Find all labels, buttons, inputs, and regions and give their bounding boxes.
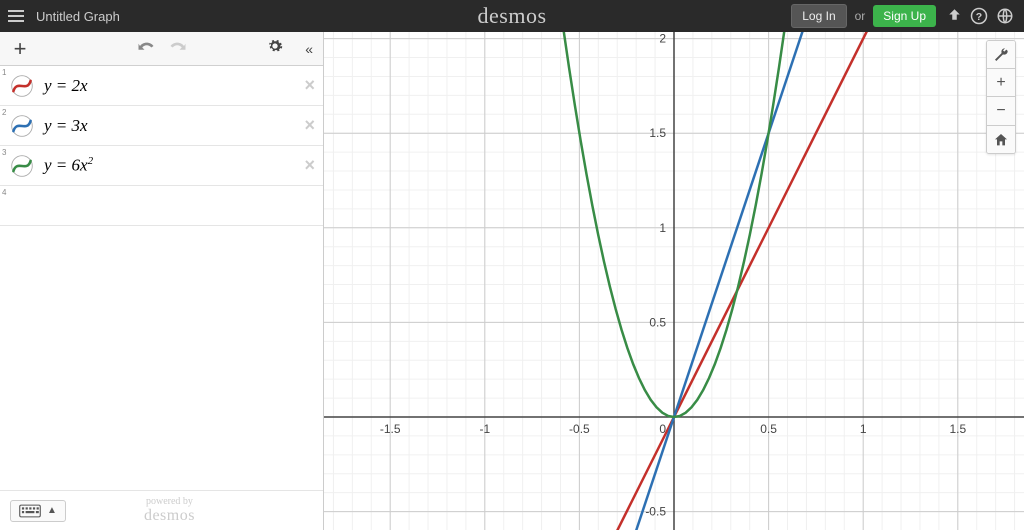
expression-formula[interactable]: y = 6x2 xyxy=(40,155,93,176)
expression-number: 2 xyxy=(2,108,6,117)
login-button[interactable]: Log In xyxy=(791,4,846,28)
expression-formula[interactable]: y = 2x xyxy=(40,76,88,96)
expression-row[interactable]: 3 y = 6x2 × xyxy=(0,146,323,186)
expression-row[interactable]: 2 y = 3x × xyxy=(0,106,323,146)
zoom-out-button[interactable]: − xyxy=(987,97,1015,125)
svg-text:0.5: 0.5 xyxy=(649,315,666,329)
svg-text:2: 2 xyxy=(659,32,666,46)
delete-expression-icon[interactable]: × xyxy=(304,75,315,96)
svg-text:-1: -1 xyxy=(479,422,490,436)
expression-color-icon[interactable] xyxy=(8,152,36,180)
or-text: or xyxy=(855,9,866,23)
keyboard-button[interactable]: ▲ xyxy=(10,500,66,522)
expression-color-icon[interactable] xyxy=(8,72,36,100)
help-icon[interactable]: ? xyxy=(970,7,988,25)
svg-text:0: 0 xyxy=(659,422,666,436)
svg-text:1.5: 1.5 xyxy=(649,126,666,140)
signup-button[interactable]: Sign Up xyxy=(873,5,936,27)
sidebar-toolbar: + « xyxy=(0,32,323,66)
share-icon[interactable] xyxy=(944,7,962,25)
add-expression-button[interactable]: + xyxy=(6,36,34,62)
svg-text:1: 1 xyxy=(659,221,666,235)
expression-number: 1 xyxy=(2,68,6,77)
zoom-panel: + − xyxy=(986,40,1016,154)
collapse-sidebar-button[interactable]: « xyxy=(305,41,313,57)
svg-text:-0.5: -0.5 xyxy=(569,422,590,436)
delete-expression-icon[interactable]: × xyxy=(304,155,315,176)
delete-expression-icon[interactable]: × xyxy=(304,115,315,136)
graph-canvas[interactable]: -1.5 -1 -0.5 0.5 1 1.5 -0.5 0.5 1 1.5 2 0 xyxy=(324,32,1024,530)
expression-sidebar: + « 1y = 2x×2y = 3x×3y = 6x2×4 ▲ powe xyxy=(0,32,324,530)
expression-color-icon[interactable] xyxy=(8,112,36,140)
settings-icon[interactable] xyxy=(267,38,283,59)
svg-text:?: ? xyxy=(976,11,982,23)
graph-pane[interactable]: -1.5 -1 -0.5 0.5 1 1.5 -0.5 0.5 1 1.5 2 0 + − xyxy=(324,32,1024,530)
svg-text:1: 1 xyxy=(860,422,867,436)
expression-row[interactable]: 1 y = 2x × xyxy=(0,66,323,106)
empty-expression-row[interactable]: 4 xyxy=(0,186,323,226)
globe-icon[interactable] xyxy=(996,7,1014,25)
svg-text:1.5: 1.5 xyxy=(949,422,966,436)
zoom-in-button[interactable]: + xyxy=(987,69,1015,97)
menu-button[interactable] xyxy=(0,0,32,32)
wrench-icon[interactable] xyxy=(987,41,1015,69)
svg-text:-1.5: -1.5 xyxy=(380,422,401,436)
home-zoom-button[interactable] xyxy=(987,125,1015,153)
brand-logo: desmos xyxy=(478,3,547,29)
undo-button[interactable] xyxy=(137,39,155,58)
expression-formula[interactable]: y = 3x xyxy=(40,116,88,136)
powered-by-logo: powered by desmos xyxy=(144,496,195,525)
graph-title[interactable]: Untitled Graph xyxy=(32,9,120,24)
top-bar: Untitled Graph desmos Log In or Sign Up … xyxy=(0,0,1024,32)
expression-list: 1 y = 2x × 2 y = 3x × 3 y = 6x2 × 4 xyxy=(0,66,323,490)
svg-text:-0.5: -0.5 xyxy=(645,505,666,519)
redo-button[interactable] xyxy=(169,39,187,58)
expression-number: 4 xyxy=(2,188,6,197)
expression-number: 3 xyxy=(2,148,6,157)
svg-text:0.5: 0.5 xyxy=(760,422,777,436)
